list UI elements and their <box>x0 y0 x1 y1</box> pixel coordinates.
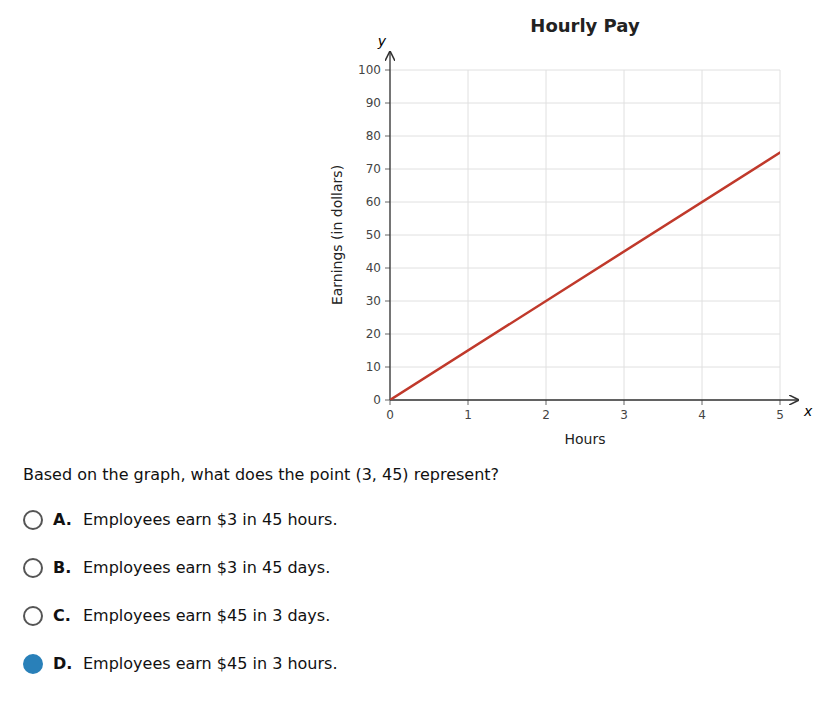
y-axis-label: Earnings (in dollars) <box>329 165 345 305</box>
tick-x <box>624 400 625 405</box>
ticks: 0123450102030405060708090100 <box>358 63 784 422</box>
tick-x <box>390 400 391 405</box>
tick-label-y: 40 <box>366 261 381 275</box>
choice-text: Employees earn $3 in 45 hours. <box>83 510 337 529</box>
radio-button[interactable] <box>24 559 42 577</box>
choice[interactable]: D. Employees earn $45 in 3 hours. <box>24 654 337 673</box>
tick-label-y: 0 <box>373 393 381 407</box>
tick-x <box>702 400 703 405</box>
tick-x <box>780 400 781 405</box>
x-axis-label: Hours <box>564 431 605 447</box>
x-axis-symbol: x <box>803 403 813 419</box>
tick-label-x: 5 <box>776 408 784 422</box>
tick-label-y: 70 <box>366 162 381 176</box>
choice-label: C. <box>53 606 71 625</box>
tick-label-y: 90 <box>366 96 381 110</box>
tick-label-x: 0 <box>386 408 394 422</box>
chart: 0123450102030405060708090100xyHourly Pay… <box>0 0 833 703</box>
grid <box>390 70 780 400</box>
tick-y <box>385 169 390 170</box>
choice-label: B. <box>53 558 71 577</box>
choice-label: A. <box>53 510 72 529</box>
tick-label-y: 80 <box>366 129 381 143</box>
tick-y <box>385 235 390 236</box>
tick-y <box>385 268 390 269</box>
grid-line-y <box>390 103 780 104</box>
radio-button[interactable] <box>24 607 42 625</box>
grid-line-y <box>390 367 780 368</box>
y-axis-symbol: y <box>377 33 387 49</box>
x-axis <box>390 399 798 400</box>
line <box>390 153 780 401</box>
tick-y <box>385 103 390 104</box>
grid-line-y <box>390 202 780 203</box>
choice-text: Employees earn $3 in 45 days. <box>83 558 330 577</box>
choice-text: Employees earn $45 in 3 hours. <box>83 654 337 673</box>
choice[interactable]: C. Employees earn $45 in 3 days. <box>24 606 330 625</box>
tick-y <box>385 301 390 302</box>
choice-text: Employees earn $45 in 3 days. <box>83 606 330 625</box>
tick-x <box>546 400 547 405</box>
tick-label-y: 50 <box>366 228 381 242</box>
tick-label-x: 3 <box>620 408 628 422</box>
choice-label: D. <box>53 654 72 673</box>
grid-line-y <box>390 268 780 269</box>
radio-button[interactable] <box>24 655 42 673</box>
grid-line-y <box>390 136 780 137</box>
choice[interactable]: A. Employees earn $3 in 45 hours. <box>24 510 337 529</box>
tick-label-x: 4 <box>698 408 706 422</box>
tick-y <box>385 202 390 203</box>
radio-button[interactable] <box>24 511 42 529</box>
tick-y <box>385 70 390 71</box>
y-axis <box>389 52 390 400</box>
choice[interactable]: B. Employees earn $3 in 45 days. <box>24 558 330 577</box>
grid-line-y <box>390 169 780 170</box>
tick-label-x: 1 <box>464 408 472 422</box>
tick-label-y: 30 <box>366 294 381 308</box>
tick-label-y: 20 <box>366 327 381 341</box>
tick-label-y: 10 <box>366 360 381 374</box>
axes: xy <box>377 33 813 419</box>
title: Hourly Pay <box>530 15 640 36</box>
plot-area <box>390 153 780 401</box>
tick-label-y: 60 <box>366 195 381 209</box>
chart-container: 0123450102030405060708090100xyHourly Pay… <box>0 0 833 703</box>
tick-y <box>385 136 390 137</box>
grid-line-y <box>390 70 780 71</box>
tick-x <box>468 400 469 405</box>
tick-y <box>385 334 390 335</box>
tick-label-y: 100 <box>358 63 381 77</box>
grid-line-y <box>390 235 780 236</box>
tick-label-x: 2 <box>542 408 550 422</box>
tick-y <box>385 367 390 368</box>
grid-line-y <box>390 301 780 302</box>
question: Based on the graph, what does the point … <box>23 465 499 484</box>
grid-line-y <box>390 334 780 335</box>
tick-y <box>385 400 390 401</box>
